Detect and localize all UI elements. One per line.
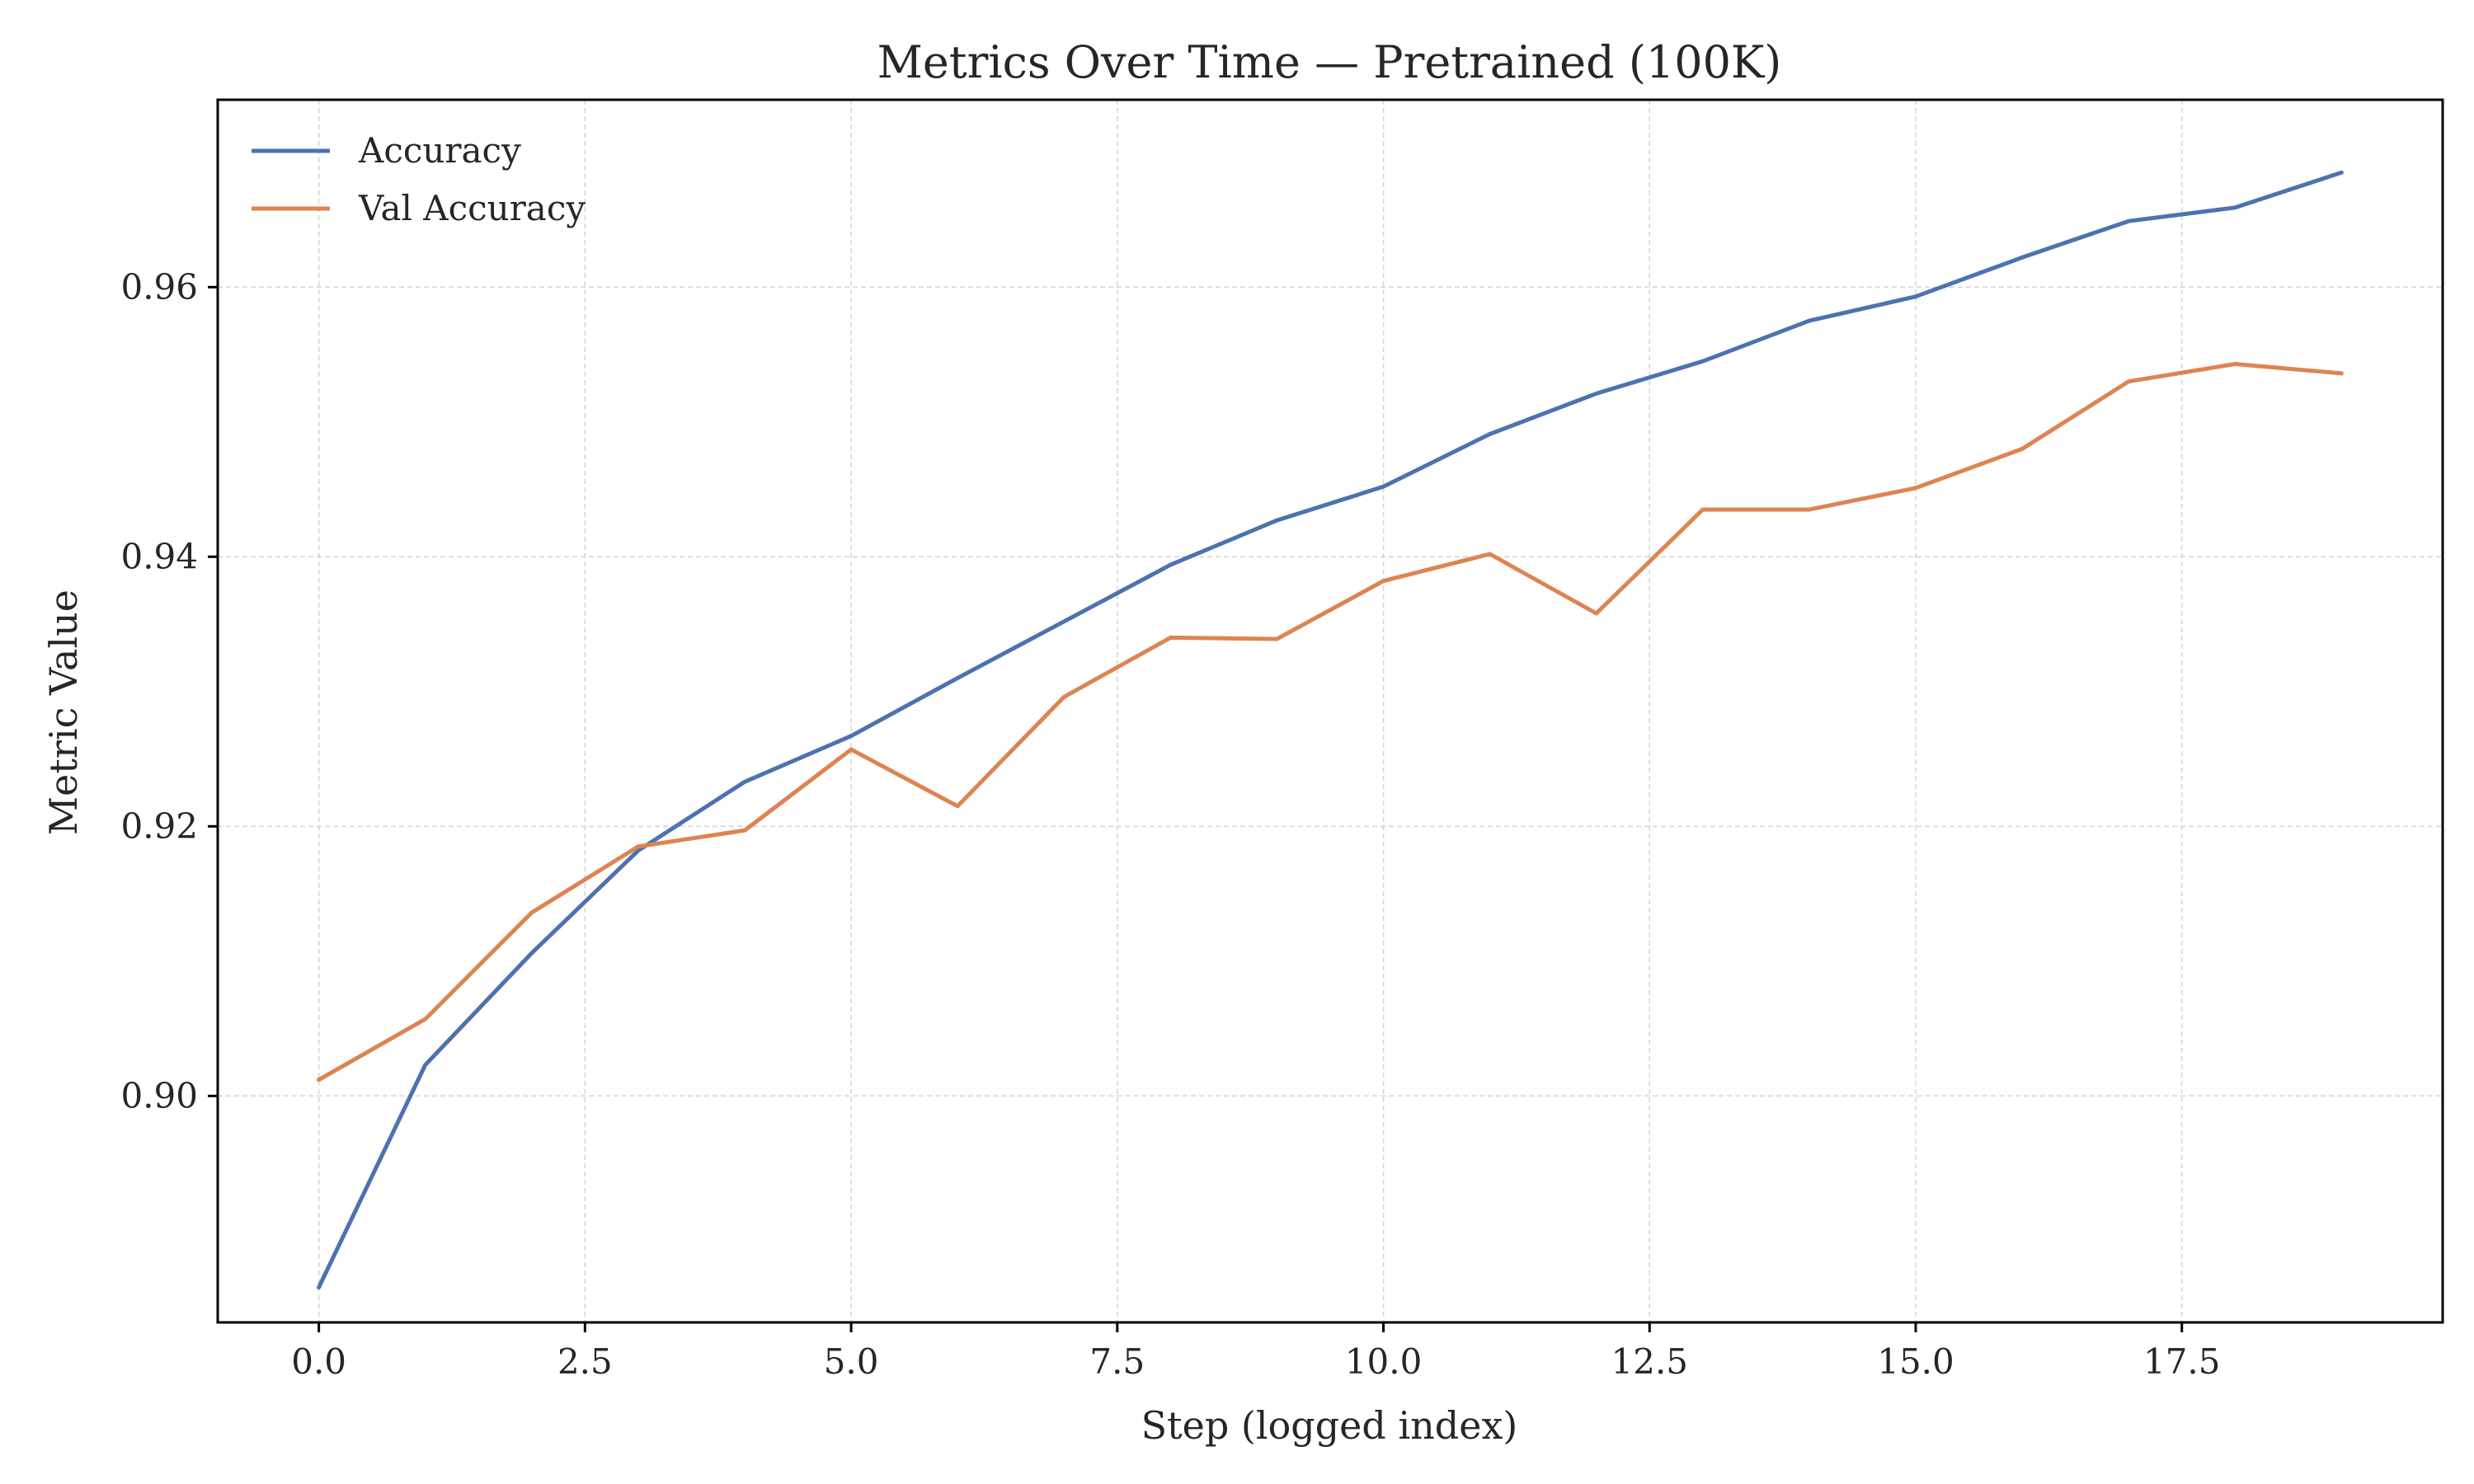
legend: Accuracy Val Accuracy	[252, 130, 586, 228]
chart-title: Metrics Over Time — Pretrained (100K)	[877, 36, 1782, 88]
plot-frame	[216, 98, 2444, 1324]
series-line-val-accuracy	[317, 362, 2344, 1082]
x-axis-label: Step (logged index)	[1141, 1403, 1518, 1448]
x-tick-label: 5.0	[824, 1341, 879, 1382]
y-tick-label: 0.90	[120, 1075, 198, 1115]
series-lines	[317, 170, 2344, 1289]
y-tick-label: 0.92	[120, 805, 198, 846]
x-tick-label: 17.5	[2143, 1341, 2221, 1382]
x-tick-label: 7.5	[1089, 1341, 1145, 1382]
x-tick-label: 2.5	[557, 1341, 613, 1382]
x-axis-ticks: 0.0 2.5 5.0 7.5 10.0 12.5 15.0 17.5	[291, 1322, 2220, 1382]
x-tick-label: 10.0	[1345, 1341, 1423, 1382]
x-tick-label: 0.0	[291, 1341, 346, 1382]
legend-label-val-accuracy: Val Accuracy	[358, 188, 586, 228]
y-tick-label: 0.96	[120, 266, 198, 307]
y-axis-ticks: 0.90 0.92 0.94 0.96	[120, 266, 218, 1115]
y-axis-label: Metric Value	[41, 589, 86, 835]
y-tick-label: 0.94	[120, 536, 198, 576]
grid-lines	[218, 100, 2443, 1322]
legend-label-accuracy: Accuracy	[358, 130, 521, 171]
x-tick-label: 12.5	[1611, 1341, 1689, 1382]
series-line-accuracy	[317, 170, 2344, 1289]
x-tick-label: 15.0	[1877, 1341, 1954, 1382]
